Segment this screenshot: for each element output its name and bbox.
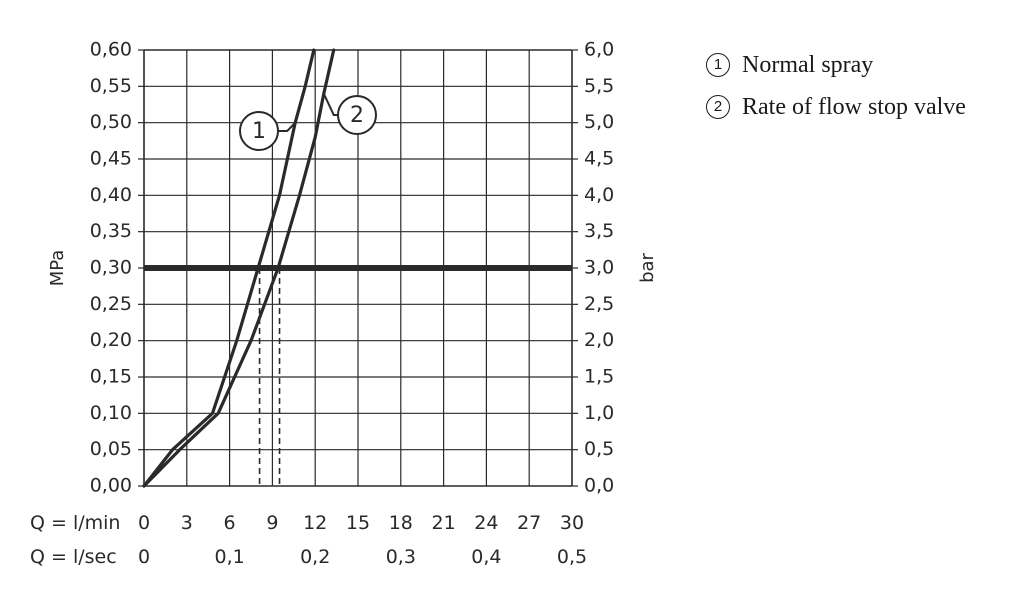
legend-marker-1: 1 <box>706 53 730 77</box>
y-tick-label: 0,05 <box>90 438 132 460</box>
y-tick-label: 0,20 <box>90 329 132 351</box>
y2-tick-label: 3,0 <box>584 257 614 279</box>
y-tick-label: 0,25 <box>90 293 132 315</box>
legend-item-flow-stop-valve: 2 Rate of flow stop valve <box>706 86 966 128</box>
x-tick-label: 3 <box>181 512 193 534</box>
y2-tick-label: 4,0 <box>584 184 614 206</box>
y2-tick-label: 6,0 <box>584 39 614 61</box>
callout-circle-2 <box>337 95 377 135</box>
x-tick-label: 12 <box>303 512 327 534</box>
y-tick-label: 0,35 <box>90 220 132 242</box>
y2-tick-label: 4,5 <box>584 148 614 170</box>
x-tick-label: 9 <box>266 512 278 534</box>
series-group <box>142 48 336 488</box>
x2-tick-label: 0,4 <box>471 546 501 568</box>
legend: 1 Normal spray 2 Rate of flow stop valve <box>706 44 966 128</box>
y2-tick-label: 0,5 <box>584 438 614 460</box>
legend-marker-2: 2 <box>706 95 730 119</box>
y2-tick-label: 2,0 <box>584 329 614 351</box>
x2-axis-row-label-lsec: Q = l/sec <box>30 546 117 568</box>
callout-label-2: 2 <box>350 103 364 128</box>
y-tick-label: 0,45 <box>90 148 132 170</box>
x-tick-label: 15 <box>346 512 370 534</box>
y2-tick-label: 5,0 <box>584 111 614 133</box>
y2-tick-label: 3,5 <box>584 220 614 242</box>
x-tick-label: 6 <box>224 512 236 534</box>
callout-leader-2 <box>322 93 338 116</box>
x-axis-row-label-lmin: Q = l/min <box>30 512 120 534</box>
y-tick-label: 0,50 <box>90 111 132 133</box>
y-tick-label: 0,00 <box>90 475 132 497</box>
y-tick-label: 0,40 <box>90 184 132 206</box>
y2-tick-label: 0,0 <box>584 475 614 497</box>
callout-label-1: 1 <box>252 119 266 144</box>
legend-label-flow-stop-valve: Rate of flow stop valve <box>742 93 966 120</box>
x-tick-label: 21 <box>432 512 456 534</box>
x2-tick-label: 0,5 <box>557 546 587 568</box>
y-tick-label: 0,15 <box>90 366 132 388</box>
legend-item-normal-spray: 1 Normal spray <box>706 44 966 86</box>
callouts-group: 12 <box>239 93 377 151</box>
y2-axis-title-bar: bar <box>637 252 658 282</box>
y-axis-title-mpa: MPa <box>47 250 68 287</box>
legend-label-normal-spray: Normal spray <box>742 51 874 78</box>
series-line-1 <box>142 48 316 488</box>
y2-tick-label: 2,5 <box>584 293 614 315</box>
drop-lines-group <box>258 268 281 486</box>
x2-tick-label: 0,1 <box>214 546 244 568</box>
y-tick-label: 0,55 <box>90 75 132 97</box>
y2-tick-label: 5,5 <box>584 75 614 97</box>
tick-labels-group: 0,60 6,00,55 5,50,50 5,00,45 4,50,40 4,00,35 3… <box>90 39 615 569</box>
x-tick-label: 18 <box>389 512 413 534</box>
y2-tick-label: 1,5 <box>584 366 614 388</box>
x-tick-label: 30 <box>560 512 584 534</box>
x-tick-label: 0 <box>138 512 150 534</box>
x2-tick-label: 0 <box>138 546 150 568</box>
x2-tick-label: 0,3 <box>386 546 416 568</box>
callout-circle-1 <box>239 111 279 151</box>
y2-tick-label: 1,0 <box>584 402 614 424</box>
y-tick-label: 0,10 <box>90 402 132 424</box>
series-line-2 <box>142 48 336 488</box>
y-tick-label: 0,60 <box>90 39 132 61</box>
callout-leader-1 <box>278 121 296 132</box>
x2-tick-label: 0,2 <box>300 546 330 568</box>
x-tick-label: 27 <box>517 512 541 534</box>
y-tick-label: 0,30 <box>90 257 132 279</box>
x-tick-label: 24 <box>474 512 498 534</box>
